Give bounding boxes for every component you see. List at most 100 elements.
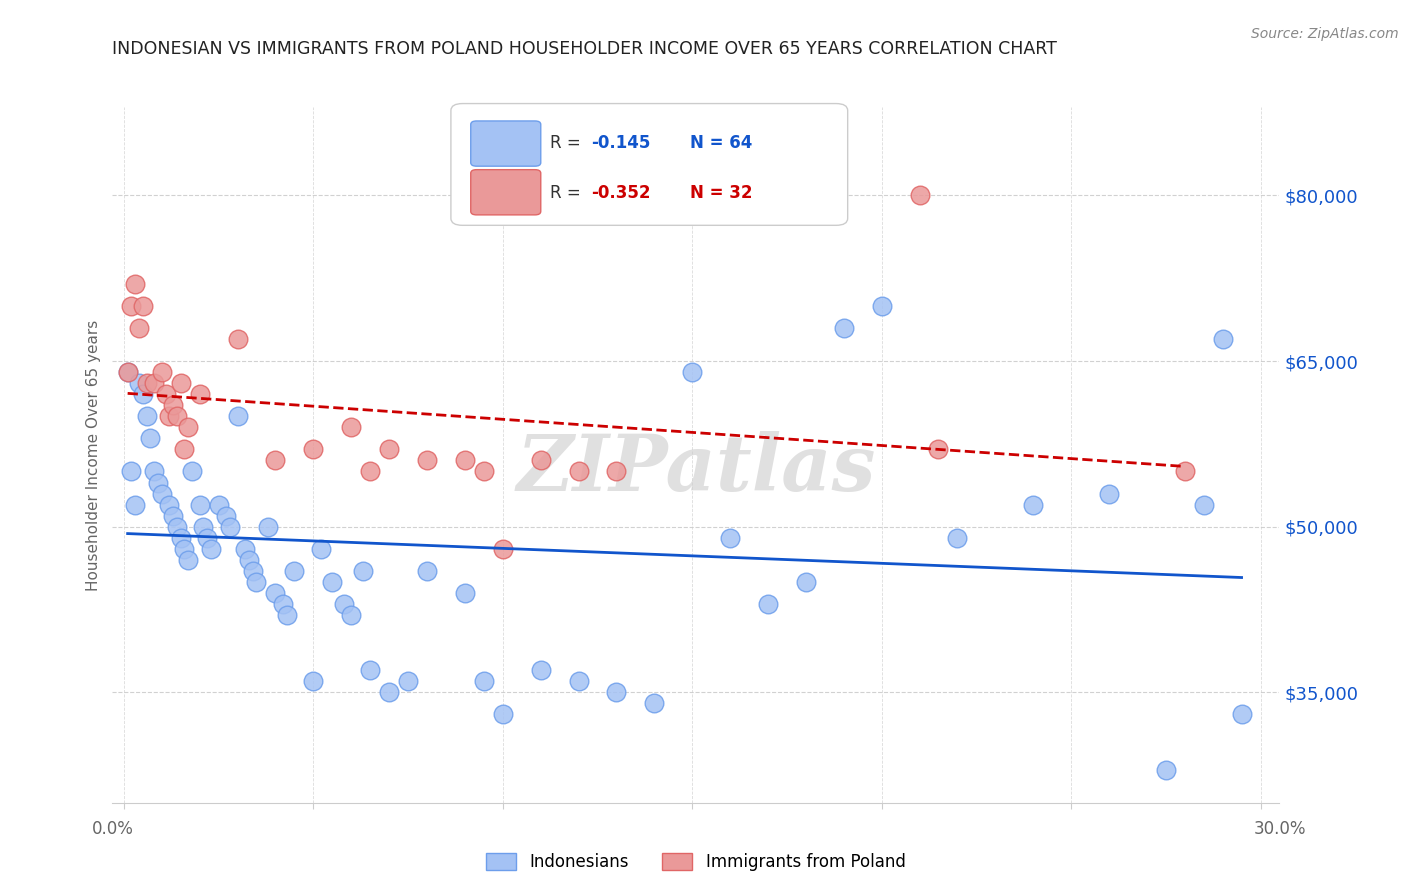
Point: [1212, 332, 1234, 346]
FancyBboxPatch shape: [451, 103, 848, 226]
Point: [1174, 465, 1197, 479]
Point: [157, 498, 180, 512]
Point: [226, 409, 249, 424]
Point: [117, 365, 139, 379]
Point: [173, 541, 195, 556]
Point: [150, 365, 173, 379]
Point: [927, 442, 949, 457]
Point: [321, 574, 343, 589]
Point: [155, 387, 177, 401]
Point: [794, 574, 817, 589]
Point: [162, 398, 184, 412]
Point: [605, 685, 627, 699]
Point: [128, 376, 150, 391]
Point: [132, 387, 155, 401]
Point: [870, 299, 893, 313]
Point: [530, 453, 553, 467]
Point: [605, 465, 627, 479]
Point: [124, 277, 146, 291]
Point: [1098, 486, 1121, 500]
Point: [1230, 707, 1253, 722]
Point: [378, 442, 401, 457]
Y-axis label: Householder Income Over 65 years: Householder Income Over 65 years: [86, 319, 101, 591]
Point: [1192, 498, 1215, 512]
Point: [238, 553, 260, 567]
Point: [567, 674, 589, 689]
Point: [245, 574, 267, 589]
Point: [681, 365, 703, 379]
Point: [472, 465, 495, 479]
Point: [718, 531, 741, 545]
Point: [200, 541, 222, 556]
Point: [188, 387, 211, 401]
Point: [264, 453, 287, 467]
Text: -0.352: -0.352: [591, 184, 651, 202]
Point: [117, 365, 139, 379]
Point: [530, 663, 553, 677]
Point: [150, 486, 173, 500]
Text: R =: R =: [550, 184, 586, 202]
Point: [302, 674, 325, 689]
Point: [340, 420, 363, 434]
Point: [396, 674, 419, 689]
Legend: Indonesians, Immigrants from Poland: Indonesians, Immigrants from Poland: [479, 847, 912, 878]
Text: -0.145: -0.145: [591, 134, 651, 153]
FancyBboxPatch shape: [471, 169, 541, 215]
Text: ZIPatlas: ZIPatlas: [516, 431, 876, 507]
Point: [120, 299, 142, 313]
Point: [219, 519, 242, 533]
Point: [177, 420, 200, 434]
Point: [157, 409, 180, 424]
Point: [492, 541, 515, 556]
Point: [146, 475, 169, 490]
Point: [454, 453, 477, 467]
Point: [378, 685, 401, 699]
Point: [242, 564, 264, 578]
Point: [170, 531, 193, 545]
Text: N = 32: N = 32: [690, 184, 752, 202]
Point: [832, 321, 855, 335]
Point: [756, 597, 779, 611]
Point: [359, 465, 381, 479]
FancyBboxPatch shape: [471, 121, 541, 166]
Point: [567, 465, 589, 479]
Point: [472, 674, 495, 689]
Point: [1154, 763, 1177, 777]
Point: [188, 498, 211, 512]
Point: [162, 508, 184, 523]
Point: [181, 465, 204, 479]
Point: [124, 498, 146, 512]
Point: [135, 376, 157, 391]
Point: [309, 541, 332, 556]
Text: INDONESIAN VS IMMIGRANTS FROM POLAND HOUSEHOLDER INCOME OVER 65 YEARS CORRELATIO: INDONESIAN VS IMMIGRANTS FROM POLAND HOU…: [112, 40, 1057, 58]
Point: [416, 564, 439, 578]
Point: [302, 442, 325, 457]
Point: [166, 409, 188, 424]
Point: [908, 188, 931, 202]
Point: [643, 697, 665, 711]
Point: [143, 465, 166, 479]
Point: [120, 465, 142, 479]
Point: [283, 564, 305, 578]
Point: [139, 431, 162, 445]
Point: [276, 608, 298, 623]
Point: [271, 597, 294, 611]
Text: Source: ZipAtlas.com: Source: ZipAtlas.com: [1251, 27, 1399, 41]
Point: [332, 597, 354, 611]
Point: [416, 453, 439, 467]
Point: [195, 531, 218, 545]
Text: 0.0%: 0.0%: [91, 820, 134, 838]
Point: [264, 586, 287, 600]
Point: [256, 519, 278, 533]
Point: [1022, 498, 1045, 512]
Point: [128, 321, 150, 335]
Point: [454, 586, 477, 600]
Point: [135, 409, 157, 424]
Point: [226, 332, 249, 346]
Point: [166, 519, 188, 533]
Point: [352, 564, 374, 578]
Point: [233, 541, 256, 556]
Text: R =: R =: [550, 134, 586, 153]
Point: [946, 531, 969, 545]
Point: [359, 663, 381, 677]
